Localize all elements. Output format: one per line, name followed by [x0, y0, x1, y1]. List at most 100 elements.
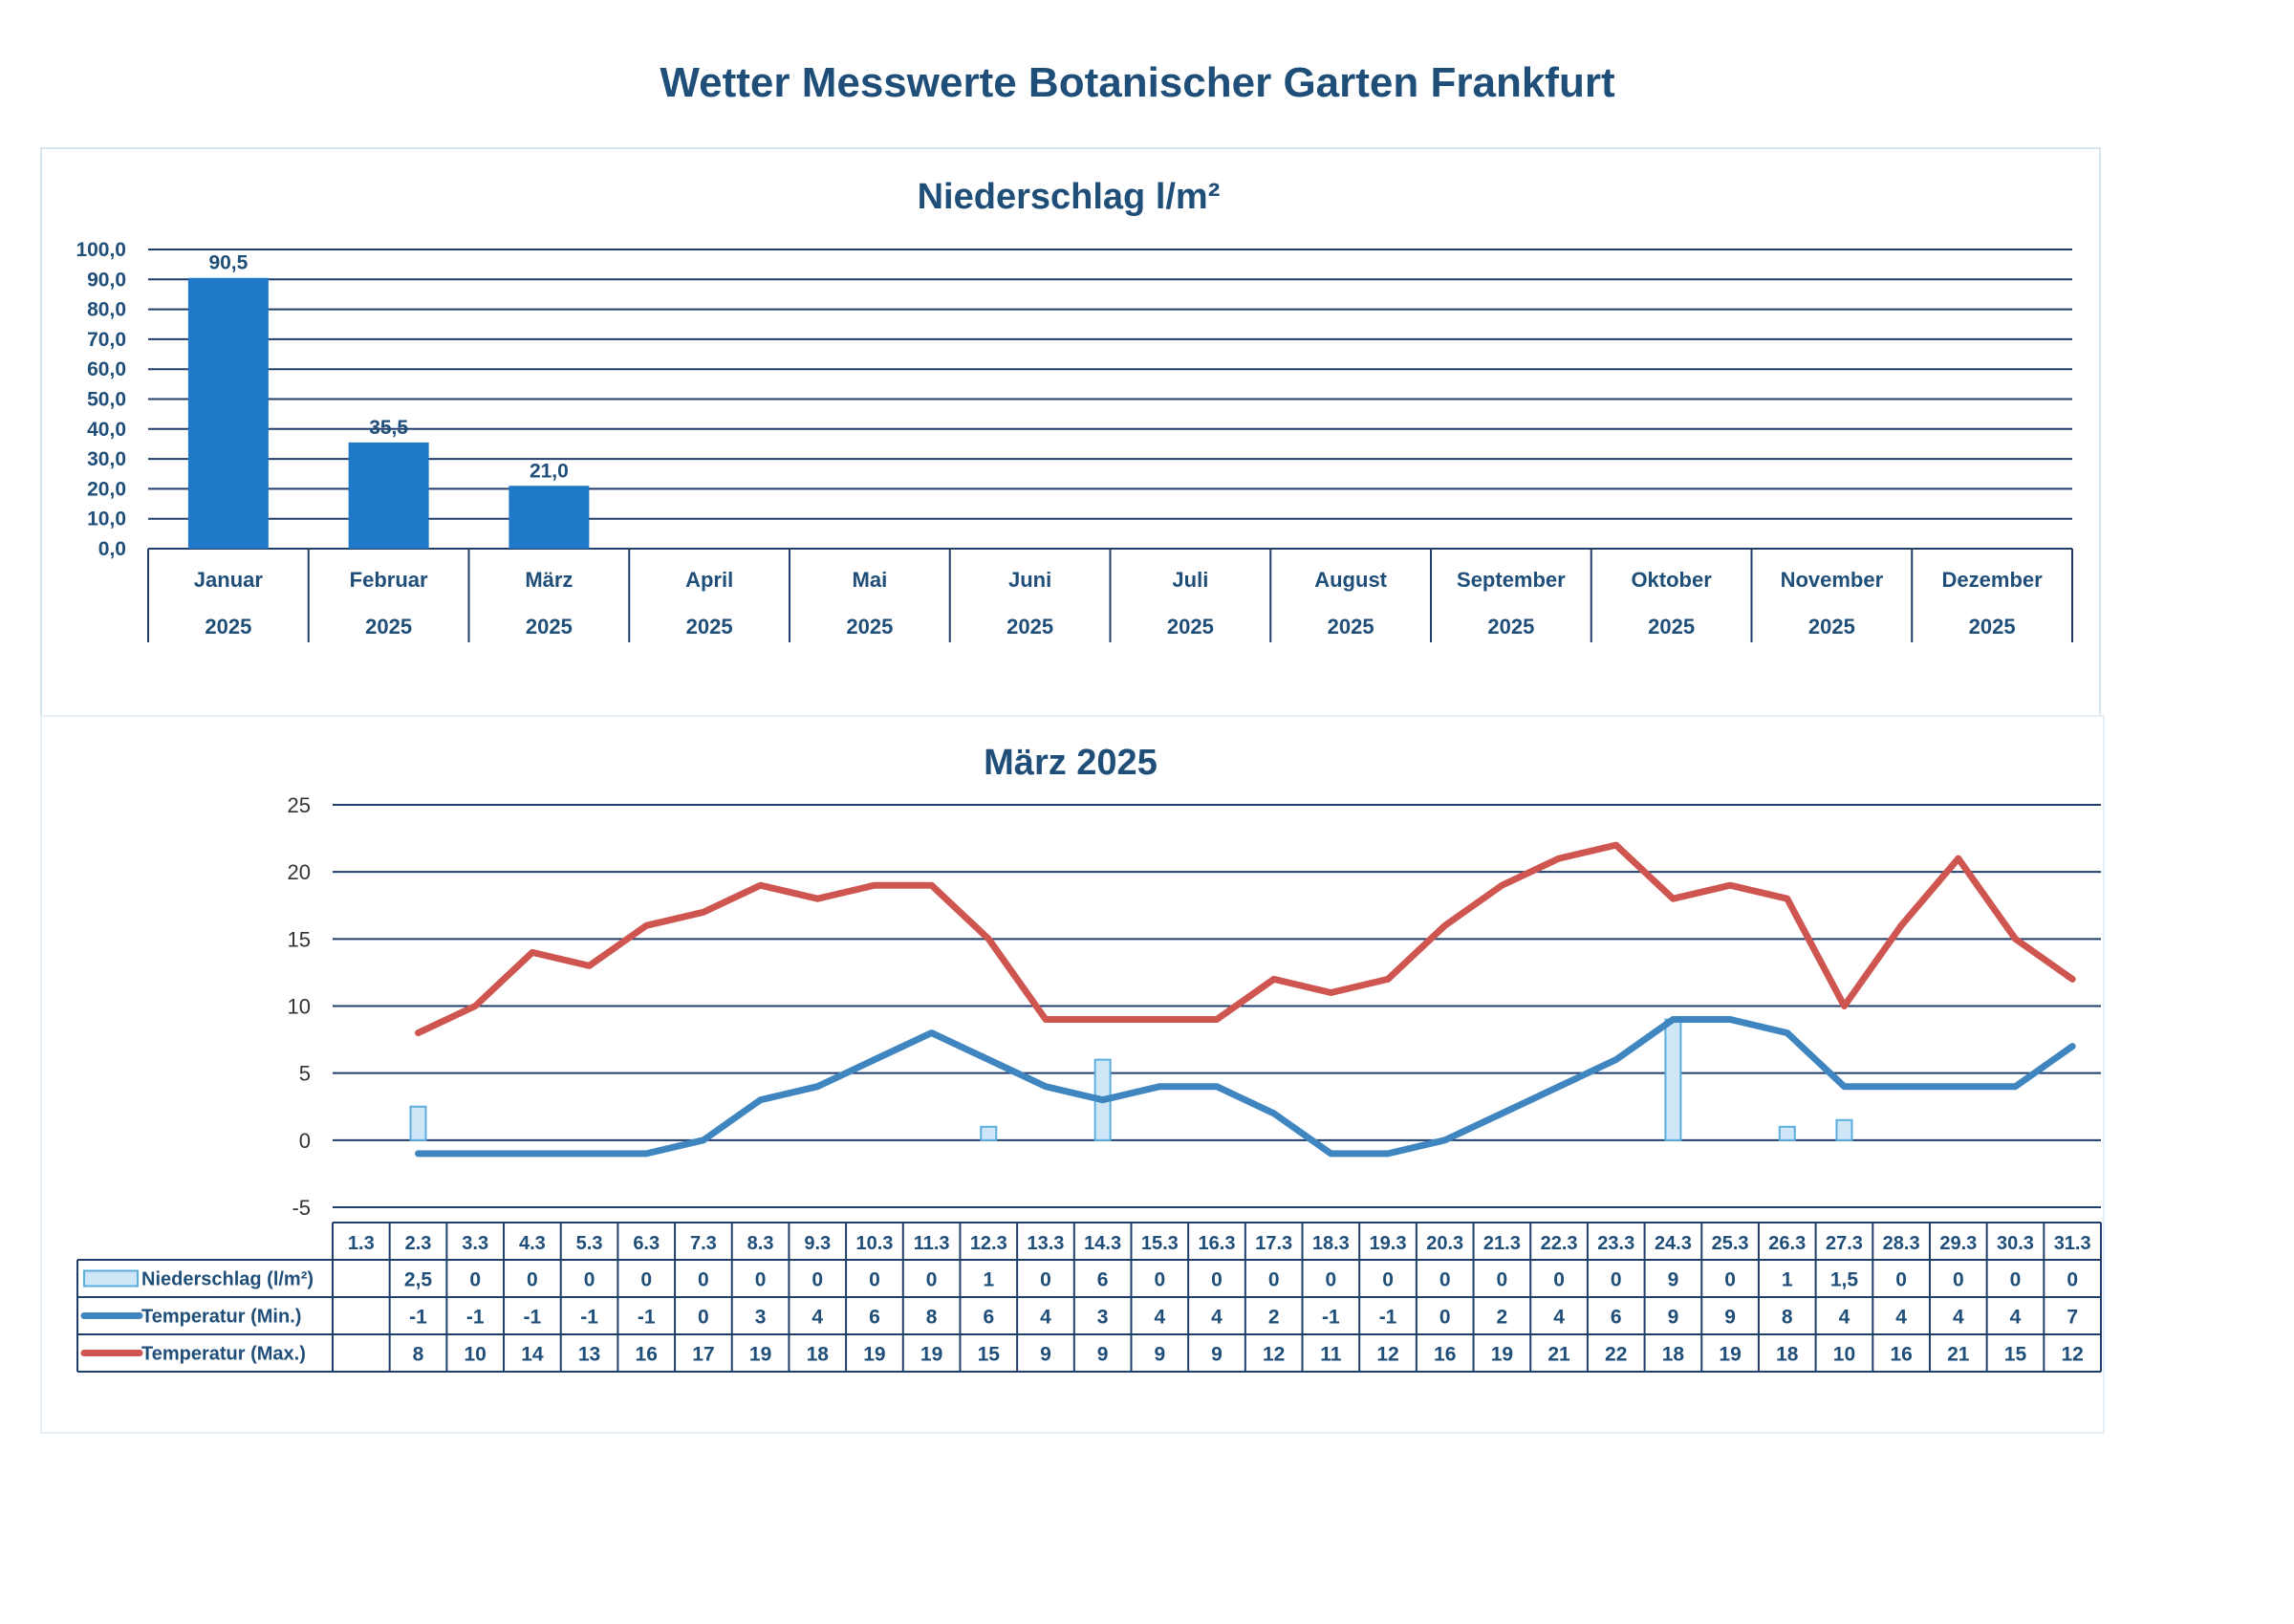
line-y-tick-label: 0	[299, 1129, 311, 1153]
table-date-header: 26.3	[1768, 1233, 1806, 1254]
precipitation-bar	[348, 442, 429, 549]
table-date-header: 31.3	[2054, 1233, 2091, 1254]
table-cell-value: 18	[1662, 1344, 1685, 1366]
temperature-min-point	[586, 1150, 593, 1157]
march-weather-panel	[40, 715, 2105, 1434]
table-cell-value: 9	[1040, 1344, 1051, 1366]
temperature-max-point	[1898, 922, 1905, 929]
table-cell-value: -1	[1379, 1307, 1397, 1329]
bar-data-label: 90,5	[208, 252, 248, 274]
table-date-header: 3.3	[462, 1233, 488, 1254]
table-date-header: 20.3	[1426, 1233, 1463, 1254]
table-cell-value: 0	[1497, 1269, 1508, 1291]
table-cell-value: -1	[524, 1307, 542, 1329]
temperature-min-point	[985, 1056, 992, 1063]
temperature-max-point	[1670, 896, 1677, 902]
line-y-tick-label: 25	[288, 793, 311, 817]
bar-y-tick-label: 80,0	[87, 299, 126, 321]
temperature-max-point	[757, 882, 764, 889]
table-cell-value: 8	[926, 1307, 938, 1329]
table-cell-value: 13	[578, 1344, 600, 1366]
temperature-max-point	[814, 896, 821, 902]
table-cell-value: 12	[1263, 1344, 1285, 1366]
bar-y-tick-label: 20,0	[87, 478, 126, 500]
table-series-name: Niederschlag (l/m²)	[141, 1269, 314, 1290]
temperature-min-point	[643, 1150, 650, 1157]
temperature-max-point	[529, 949, 535, 956]
table-cell-value: 6	[1611, 1307, 1622, 1329]
table-cell-value: 0	[640, 1269, 652, 1291]
table-date-header: 17.3	[1255, 1233, 1292, 1254]
temperature-min-point	[1955, 1083, 1961, 1090]
table-cell-value: 0	[1154, 1269, 1165, 1291]
table-cell-value: 0	[1724, 1269, 1736, 1291]
temperature-max-point	[1556, 855, 1563, 862]
table-cell-value: -1	[638, 1307, 656, 1329]
table-date-header: 19.3	[1370, 1233, 1407, 1254]
temperature-min-line	[415, 1016, 2076, 1158]
table-cell-value: 11	[1320, 1344, 1342, 1366]
table-cell-value: 0	[584, 1269, 595, 1291]
daily-precipitation-bar	[980, 1125, 998, 1141]
table-date-header: 24.3	[1655, 1233, 1692, 1254]
table-date-header: 23.3	[1597, 1233, 1634, 1254]
table-cell-value: 0	[1326, 1269, 1337, 1291]
table-date-header: 15.3	[1141, 1233, 1179, 1254]
table-cell-value: 4	[1553, 1307, 1565, 1329]
temperature-max-point	[1727, 882, 1734, 889]
temperature-max-point	[1214, 1016, 1220, 1023]
bar-category-year: 2025	[526, 615, 573, 639]
table-cell-value: -1	[466, 1307, 485, 1329]
table-cell-value: 10	[465, 1344, 487, 1366]
table-cell-value: 4	[1040, 1307, 1051, 1329]
temperature-min-point	[1841, 1083, 1848, 1090]
table-date-header: 18.3	[1312, 1233, 1350, 1254]
table-date-header: 14.3	[1084, 1233, 1121, 1254]
table-date-header: 22.3	[1541, 1233, 1578, 1254]
monthly-precipitation-panel	[40, 147, 2101, 717]
temperature-min-point	[1441, 1137, 1448, 1143]
table-cell-value: 0	[1553, 1269, 1565, 1291]
table-cell-value: 0	[527, 1269, 538, 1291]
table-cell-value: 0	[2010, 1269, 2022, 1291]
bar-category-year: 2025	[1487, 615, 1534, 639]
temperature-max-point	[586, 963, 593, 969]
table-series-name: Temperatur (Min.)	[141, 1307, 301, 1328]
table-cell-value: 4	[812, 1307, 823, 1329]
table-cell-value: 10	[1833, 1344, 1855, 1366]
table-date-header: 7.3	[690, 1233, 717, 1254]
bar-category-label: Dezember	[1942, 568, 2044, 592]
temperature-max-point	[415, 1029, 422, 1036]
table-cell-value: 4	[2010, 1307, 2022, 1329]
table-cell-value: 18	[807, 1344, 830, 1366]
temperature-max-point	[871, 882, 877, 889]
table-date-header: 30.3	[1997, 1233, 2034, 1254]
temperature-max-point	[985, 936, 992, 942]
temperature-max-point	[2069, 976, 2076, 983]
temperature-min-point	[415, 1150, 422, 1157]
bar-y-tick-label: 50,0	[87, 389, 126, 411]
bar-category-year: 2025	[1328, 615, 1374, 639]
table-date-header: 11.3	[914, 1233, 950, 1254]
table-cell-value: 0	[698, 1307, 709, 1329]
table-cell-value: -1	[580, 1307, 598, 1329]
daily-precipitation-bar	[409, 1105, 427, 1141]
table-cell-value: 6	[983, 1307, 994, 1329]
table-cell-value: 7	[2067, 1307, 2078, 1329]
temperature-min-point	[2012, 1083, 2019, 1090]
table-cell-value: 4	[1211, 1307, 1223, 1329]
daily-precipitation-bar	[1778, 1125, 1796, 1141]
table-cell-value: 3	[755, 1307, 767, 1329]
table-cell-value: 19	[749, 1344, 771, 1366]
bar-data-label: 21,0	[530, 460, 569, 482]
bar-category-label: Mai	[853, 568, 888, 592]
temperature-min-point	[814, 1083, 821, 1090]
table-cell-value: 6	[869, 1307, 880, 1329]
precipitation-bar	[509, 486, 590, 549]
table-series-name: Temperatur (Max.)	[141, 1344, 306, 1365]
table-cell-value: 0	[469, 1269, 481, 1291]
temperature-min-point	[1612, 1056, 1619, 1063]
table-cell-value: 8	[1782, 1307, 1793, 1329]
temperature-max-point	[472, 1003, 479, 1009]
